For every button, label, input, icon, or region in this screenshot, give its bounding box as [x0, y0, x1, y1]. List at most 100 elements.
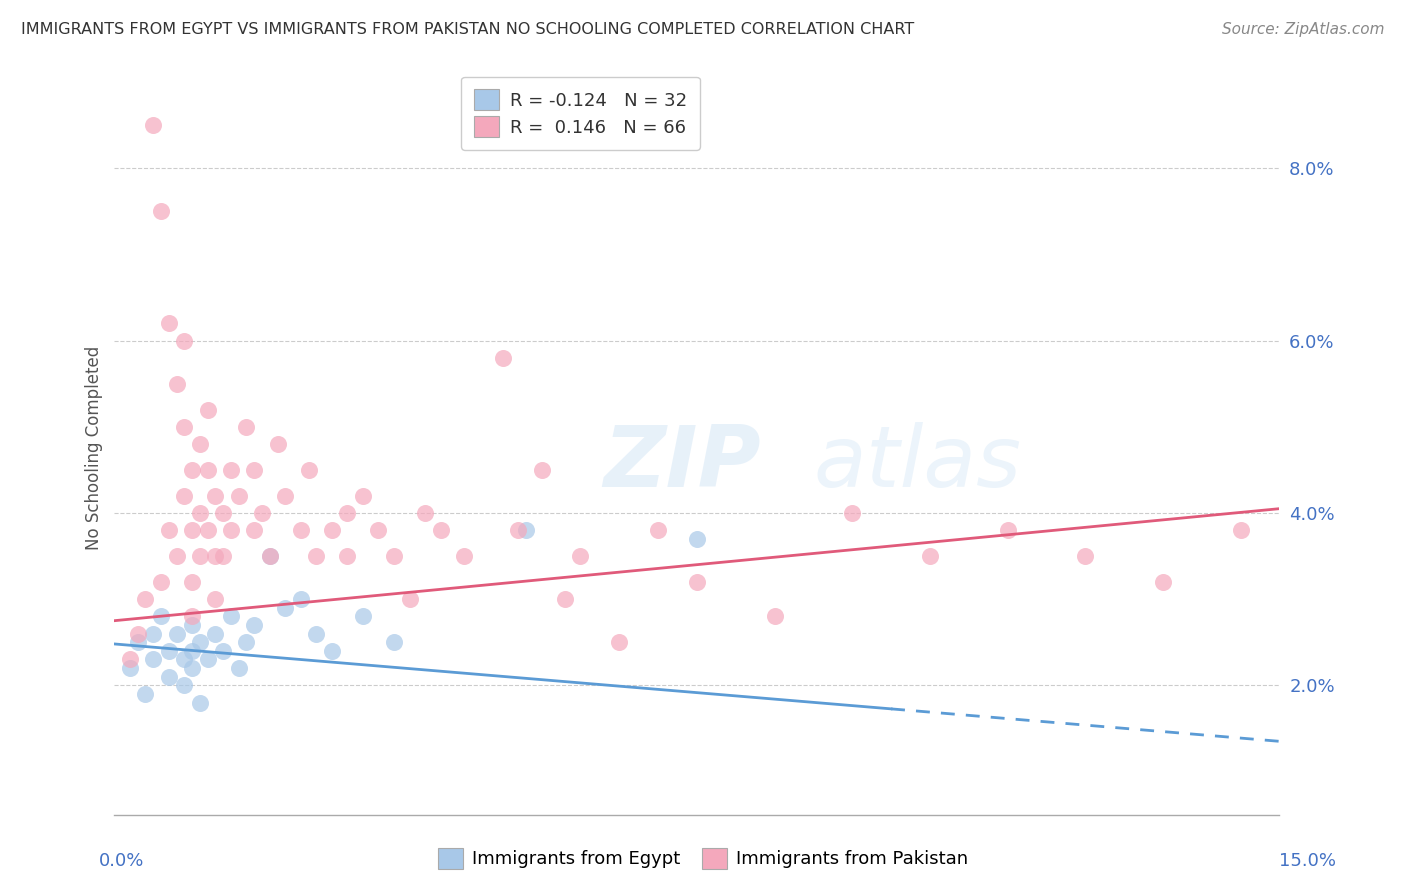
Point — [197, 402, 219, 417]
Point — [453, 549, 475, 563]
Point — [398, 592, 420, 607]
Point — [235, 419, 257, 434]
Point — [204, 626, 226, 640]
Point — [290, 592, 312, 607]
Point — [918, 549, 941, 563]
Point — [134, 592, 156, 607]
Point — [686, 574, 709, 589]
Point — [181, 523, 204, 537]
Point — [492, 351, 515, 365]
Point — [259, 549, 281, 563]
Point — [197, 463, 219, 477]
Point — [188, 549, 211, 563]
Point — [382, 635, 405, 649]
Point — [352, 489, 374, 503]
Point — [647, 523, 669, 537]
Point — [243, 523, 266, 537]
Point — [228, 661, 250, 675]
Point — [212, 644, 235, 658]
Point — [686, 532, 709, 546]
Point — [274, 489, 297, 503]
Point — [321, 644, 343, 658]
Point — [142, 626, 165, 640]
Point — [530, 463, 553, 477]
Point — [336, 506, 359, 520]
Point — [188, 437, 211, 451]
Point — [429, 523, 451, 537]
Point — [197, 523, 219, 537]
Point — [166, 376, 188, 391]
Point — [173, 652, 195, 666]
Point — [266, 437, 288, 451]
Point — [250, 506, 273, 520]
Point — [150, 574, 173, 589]
Point — [127, 626, 149, 640]
Point — [173, 419, 195, 434]
Point — [554, 592, 576, 607]
Point — [1229, 523, 1251, 537]
Point — [1074, 549, 1097, 563]
Point — [274, 600, 297, 615]
Point — [243, 463, 266, 477]
Point — [219, 523, 242, 537]
Point — [173, 334, 195, 348]
Point — [569, 549, 592, 563]
Point — [204, 592, 226, 607]
Point — [228, 489, 250, 503]
Text: 0.0%: 0.0% — [98, 852, 143, 870]
Legend: Immigrants from Egypt, Immigrants from Pakistan: Immigrants from Egypt, Immigrants from P… — [430, 840, 976, 876]
Y-axis label: No Schooling Completed: No Schooling Completed — [86, 346, 103, 550]
Point — [197, 652, 219, 666]
Point — [997, 523, 1019, 537]
Point — [413, 506, 436, 520]
Point — [166, 626, 188, 640]
Text: Source: ZipAtlas.com: Source: ZipAtlas.com — [1222, 22, 1385, 37]
Point — [1152, 574, 1174, 589]
Point — [336, 549, 359, 563]
Text: IMMIGRANTS FROM EGYPT VS IMMIGRANTS FROM PAKISTAN NO SCHOOLING COMPLETED CORRELA: IMMIGRANTS FROM EGYPT VS IMMIGRANTS FROM… — [21, 22, 914, 37]
Point — [841, 506, 863, 520]
Point — [118, 661, 141, 675]
Point — [157, 317, 180, 331]
Point — [219, 463, 242, 477]
Point — [150, 609, 173, 624]
Point — [204, 549, 226, 563]
Point — [297, 463, 319, 477]
Point — [290, 523, 312, 537]
Point — [157, 523, 180, 537]
Point — [763, 609, 786, 624]
Point — [508, 523, 530, 537]
Text: 15.0%: 15.0% — [1278, 852, 1336, 870]
Point — [150, 204, 173, 219]
Point — [118, 652, 141, 666]
Point — [181, 661, 204, 675]
Point — [259, 549, 281, 563]
Point — [142, 652, 165, 666]
Point — [188, 635, 211, 649]
Point — [127, 635, 149, 649]
Point — [305, 549, 328, 563]
Point — [181, 463, 204, 477]
Point — [188, 696, 211, 710]
Point — [166, 549, 188, 563]
Point — [367, 523, 389, 537]
Text: atlas: atlas — [814, 422, 1021, 505]
Legend: R = -0.124   N = 32, R =  0.146   N = 66: R = -0.124 N = 32, R = 0.146 N = 66 — [461, 77, 700, 150]
Point — [515, 523, 537, 537]
Point — [142, 118, 165, 132]
Text: ZIP: ZIP — [603, 422, 761, 505]
Point — [173, 489, 195, 503]
Point — [305, 626, 328, 640]
Point — [212, 549, 235, 563]
Point — [382, 549, 405, 563]
Point — [181, 618, 204, 632]
Point — [181, 609, 204, 624]
Point — [188, 506, 211, 520]
Point — [181, 644, 204, 658]
Point — [181, 574, 204, 589]
Point — [243, 618, 266, 632]
Point — [134, 687, 156, 701]
Point — [219, 609, 242, 624]
Point — [157, 644, 180, 658]
Point — [607, 635, 630, 649]
